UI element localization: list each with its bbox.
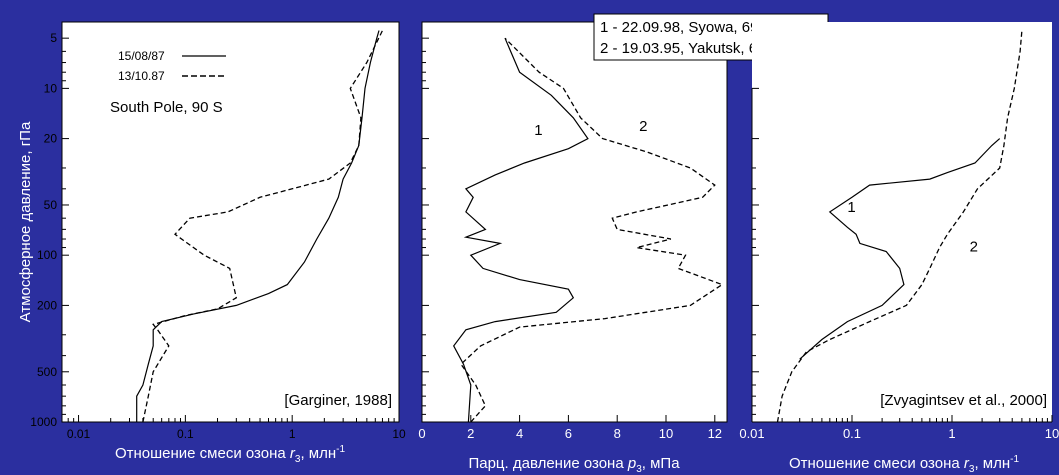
- legend-box-line-1: 1 - 22.09.98, Syowa, 69 S: [600, 19, 773, 36]
- panel-1-y-ticks: 5 10 20 50 100 200 500 1000: [30, 31, 57, 429]
- panel-1-plot-area: [62, 22, 399, 422]
- legend-entry-1-label: 15/08/87: [118, 49, 165, 63]
- panel-1-series-1-line: [136, 30, 380, 422]
- panel-2-x-ticks: 0 2 4 6 8 10 12: [418, 426, 722, 441]
- panel-3-citation: [Zvyagintsev et al., 2000]: [880, 392, 1047, 409]
- panel-3-series-1-line: [799, 138, 1001, 360]
- y-tick-label: 50: [44, 198, 58, 212]
- panel-2-x-axis-title: Парц. давление озона p3, мПа: [468, 455, 680, 475]
- panel-1-xlabel-unit: , млн: [300, 445, 336, 462]
- panel-3-series-label-2: 2: [970, 238, 978, 255]
- y-tick-label: 500: [37, 365, 57, 379]
- panel-3-xlabel-unit: , млн: [974, 455, 1010, 472]
- legend-entry-2-label: 13/10.87: [118, 69, 165, 83]
- x-tick-label: 4: [516, 426, 523, 441]
- y-tick-label: 20: [44, 132, 58, 146]
- panel-1-x-ticks: 0.01 0.1 1 10: [67, 427, 406, 441]
- panel-1-location-label: South Pole, 90 S: [110, 99, 223, 116]
- panel-1-xlabel-sub: 3: [295, 454, 301, 465]
- x-tick-label: 0.01: [67, 427, 91, 441]
- y-tick-label: 10: [44, 81, 58, 95]
- panel-1-xlabel-sup: -1: [336, 444, 345, 455]
- panel-3-xlabel-sub: 3: [969, 464, 975, 475]
- x-tick-label: 2: [467, 426, 474, 441]
- panel-2-series-1-line: [452, 37, 589, 423]
- panel-2-xlabel-unit: , мПа: [642, 455, 680, 472]
- panel-3-frame: [751, 87, 1053, 423]
- panel-1-x-axis-title: Отношение смеси озона r3, млн-1: [115, 444, 346, 465]
- panel-1-xlabel-var: r: [290, 445, 296, 462]
- panel-2-border: [421, 21, 728, 423]
- legend-box-line-2: 2 - 19.03.95, Yakutsk, 62 N: [600, 40, 780, 57]
- x-tick-label: 0.01: [739, 426, 764, 441]
- panel-2-series-label-1: 1: [534, 122, 542, 139]
- panel-1-legend: 15/08/87 13/10.87: [118, 49, 226, 83]
- panel-2-xlabel-main: Парц. давление озона: [468, 455, 627, 472]
- x-tick-label: 10: [392, 427, 406, 441]
- panel-3: 0.01 0.1 1 10 12 [Zvyagintsev et al., 2000]…: [739, 22, 1059, 475]
- x-tick-label: 1: [289, 427, 296, 441]
- panel-1-xlabel-main: Отношение смеси озона: [115, 445, 290, 462]
- y-tick-label: 5: [50, 31, 57, 45]
- panel-2-legend-box: 1 - 22.09.98, Syowa, 69 S 2 - 19.03.95, …: [593, 13, 829, 61]
- y-tick-label: 200: [37, 298, 57, 312]
- panel-2-series: [452, 37, 724, 423]
- y-tick-label: 1000: [30, 415, 57, 429]
- panel-3-x-ticks: 0.01 0.1 1 10: [739, 426, 1059, 441]
- panel-3-series-labels: 12: [847, 199, 978, 256]
- y-tick-label: 100: [37, 248, 57, 262]
- panel-2-series-2-line: [460, 37, 724, 423]
- x-tick-label: 10: [659, 426, 673, 441]
- panel-3-x-axis-title: Отношение смеси озона r3, млн-1: [789, 454, 1020, 475]
- x-tick-label: 0: [418, 426, 425, 441]
- panel-3-plot-area: [752, 22, 1052, 422]
- panel-1-citation: [Garginer, 1988]: [284, 392, 392, 409]
- panel-2-series-label-2: 2: [639, 118, 647, 135]
- panel-1-series-2-line: [142, 30, 384, 423]
- panel-3-series: [776, 30, 1023, 423]
- panel-2-xlabel-var: p: [627, 455, 636, 472]
- panel-2-xlabel-sub: 3: [636, 464, 642, 475]
- panel-3-xlabel-sup: -1: [1010, 454, 1019, 465]
- x-tick-label: 0.1: [177, 427, 194, 441]
- panel-2-plot-area: [422, 22, 727, 422]
- panel-1-frame: [61, 21, 400, 423]
- panel-2-frame: [421, 21, 728, 423]
- panel-3-xlabel-var: r: [964, 455, 970, 472]
- y-axis-title: Атмосферное давление, гПа: [17, 121, 34, 322]
- x-tick-label: 1: [948, 426, 955, 441]
- x-tick-label: 0.1: [843, 426, 861, 441]
- x-tick-label: 10: [1045, 426, 1059, 441]
- panel-3-xlabel-main: Отношение смеси озона: [789, 455, 964, 472]
- panel-3-series-label-1: 1: [847, 199, 855, 216]
- x-tick-label: 12: [708, 426, 722, 441]
- panel-1: 0.01 0.1 1 10 5 10 20 50 100 200 500 1000 15/08/87…: [30, 21, 406, 465]
- panel-1-series: [136, 30, 384, 423]
- x-tick-label: 6: [565, 426, 572, 441]
- x-tick-label: 8: [614, 426, 621, 441]
- panel-1-border: [61, 21, 400, 423]
